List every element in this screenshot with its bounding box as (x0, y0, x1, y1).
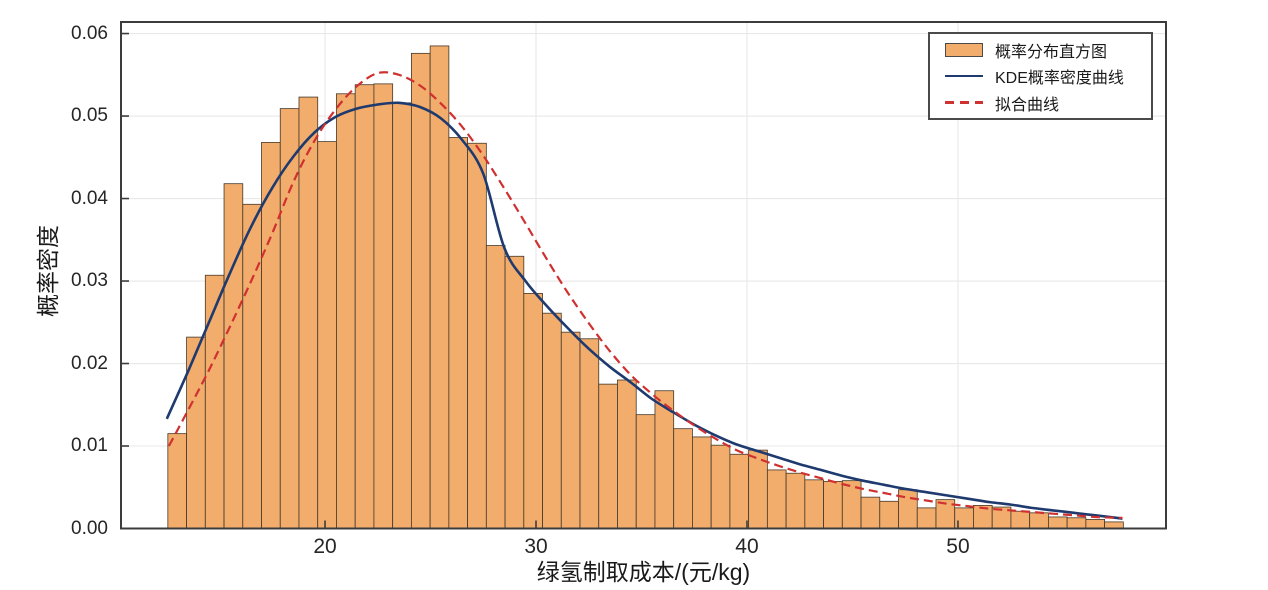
histogram-bar (336, 93, 356, 529)
histogram-bars (167, 45, 1124, 529)
legend-entry-fit: 拟合曲线 (945, 90, 1145, 116)
histogram-bar (448, 137, 469, 529)
histogram-bar (766, 469, 787, 529)
histogram-bar (673, 428, 693, 529)
histogram-bar (392, 102, 412, 529)
histogram-bar (410, 52, 431, 529)
histogram-bar (635, 414, 656, 529)
histogram-bar (710, 444, 731, 529)
x-axis-label: 绿氢制取成本/(元/kg) (536, 559, 751, 585)
histogram-bar (242, 203, 262, 529)
kde-line-swatch-icon (945, 75, 983, 77)
histogram-bar (1085, 519, 1106, 529)
fit-dashed-line-swatch-icon (945, 101, 983, 104)
legend-label-histogram: 概率分布直方图 (995, 43, 1108, 61)
histogram-bar (467, 142, 487, 529)
legend: 概率分布直方图 KDE概率密度曲线 拟合曲线 (928, 32, 1153, 120)
legend-entry-histogram: 概率分布直方图 (945, 37, 1145, 63)
histogram-bar (373, 83, 394, 529)
histogram-bar (223, 183, 244, 529)
histogram-bar (916, 507, 937, 529)
histogram-bar (729, 453, 750, 529)
histogram-bar (167, 433, 187, 529)
histogram-bar (317, 141, 337, 529)
histogram-bar (504, 255, 525, 529)
plot-border (120, 21, 1167, 530)
histogram-bar (823, 481, 843, 529)
histogram-bar (1047, 516, 1068, 529)
histogram-bar (692, 436, 712, 529)
legend-label-fit: 拟合曲线 (995, 96, 1060, 114)
histogram-bar (617, 379, 637, 529)
histogram-bar (204, 274, 225, 529)
histogram-bar (785, 472, 806, 529)
fit-curve-path (167, 71, 1123, 519)
legend-entry-kde: KDE概率密度曲线 (945, 63, 1145, 89)
legend-label-kde: KDE概率密度曲线 (995, 70, 1124, 87)
histogram-bar (879, 500, 899, 529)
histogram-bar (579, 338, 600, 529)
histogram-bar (804, 479, 824, 529)
histogram-bar (542, 312, 562, 529)
histogram-bar (1029, 512, 1049, 529)
histogram-bar (1010, 510, 1031, 529)
histogram-bar (354, 84, 375, 529)
histogram-bar (1066, 517, 1087, 529)
histogram-bar (560, 331, 581, 529)
y-axis-label: 概率密度 (35, 225, 61, 317)
kde-curve-path (165, 101, 1123, 520)
histogram-bar (298, 96, 319, 529)
histogram-swatch-icon (945, 42, 983, 57)
histogram-bar (485, 245, 506, 529)
histogram-bar (598, 383, 618, 529)
histogram-bar (860, 496, 881, 529)
histogram-bar (523, 292, 543, 529)
